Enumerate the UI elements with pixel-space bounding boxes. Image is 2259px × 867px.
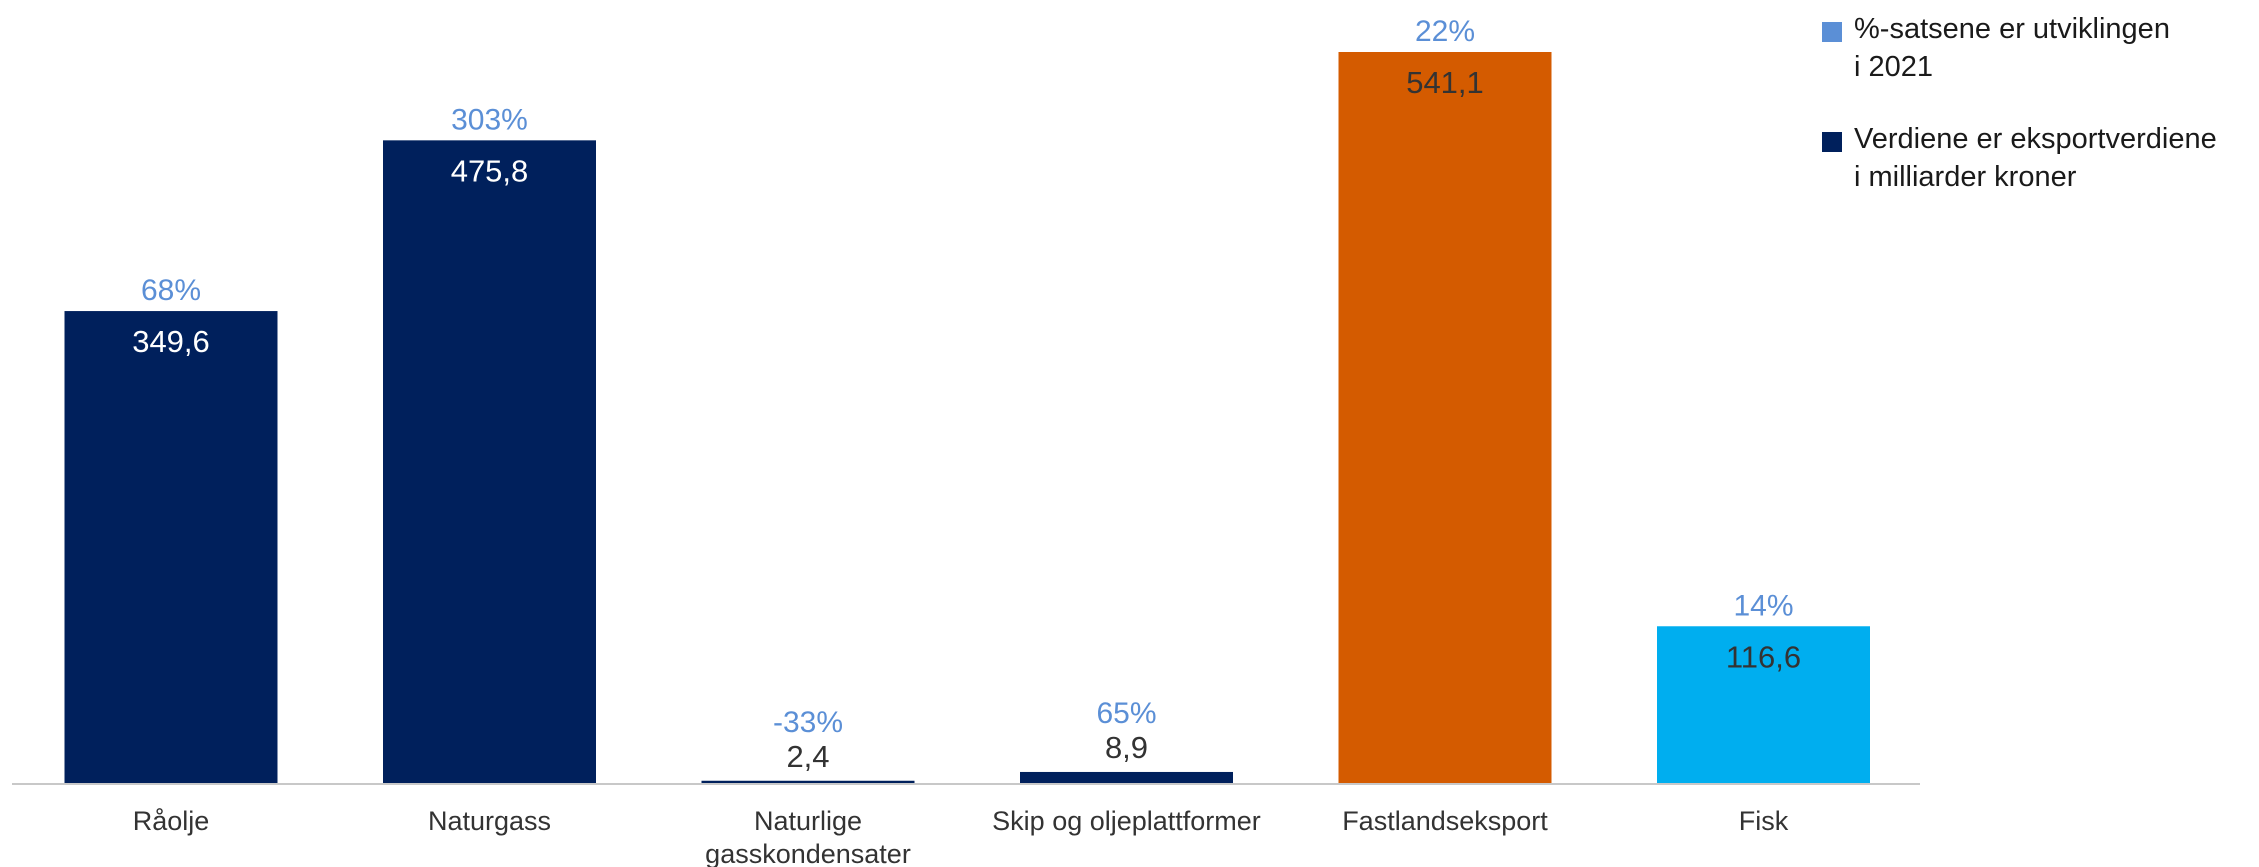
bar-chart: 349,6 68% Råolje 475,8 303% Naturgass 2,4-33% N… bbox=[12, 15, 1920, 867]
change-label-4: 22% bbox=[1415, 15, 1475, 48]
bar-2 bbox=[701, 780, 915, 784]
bar-4 bbox=[1338, 52, 1552, 784]
legend-swatch-values bbox=[1822, 132, 1842, 152]
value-label-0: 349,6 bbox=[132, 324, 210, 359]
category-label-1: Naturgass bbox=[428, 806, 551, 836]
change-label-3: 65% bbox=[1096, 697, 1156, 730]
value-label-3: 8,9 bbox=[1105, 730, 1148, 765]
legend-label-percent: %-satsene er utviklingen i 2021 bbox=[1854, 13, 2170, 83]
legend-label-values: Verdiene er eksportverdiene i milliarder… bbox=[1854, 123, 2217, 193]
change-label-1: 303% bbox=[451, 103, 528, 136]
legend-item-percent: %-satsene er utviklingen i 2021 bbox=[1822, 10, 2259, 86]
bar-1 bbox=[383, 140, 596, 784]
change-label-2: -33% bbox=[773, 706, 843, 739]
bar-5 bbox=[1657, 626, 1870, 784]
legend: %-satsene er utviklingen i 2021 Verdiene… bbox=[1822, 10, 2259, 230]
category-label-2-line-1: gasskondensater bbox=[705, 839, 911, 867]
category-label-5: Fisk bbox=[1739, 806, 1789, 836]
value-label-2: 2,4 bbox=[786, 739, 829, 774]
change-label-5: 14% bbox=[1733, 589, 1793, 622]
value-label-5: 116,6 bbox=[1726, 639, 1801, 674]
change-label-0: 68% bbox=[141, 274, 201, 307]
value-label-1: 475,8 bbox=[451, 153, 529, 188]
category-label-0: Råolje bbox=[133, 806, 210, 836]
value-label-4: 541,1 bbox=[1406, 65, 1484, 100]
legend-swatch-percent bbox=[1822, 22, 1842, 42]
category-label-3: Skip og oljeplattformer bbox=[992, 806, 1261, 836]
category-label-4: Fastlandseksport bbox=[1342, 806, 1548, 836]
bar-3 bbox=[1020, 771, 1233, 784]
bar-0 bbox=[64, 311, 278, 784]
legend-item-values: Verdiene er eksportverdiene i milliarder… bbox=[1822, 120, 2259, 196]
category-label-2: Naturlige bbox=[754, 806, 862, 836]
